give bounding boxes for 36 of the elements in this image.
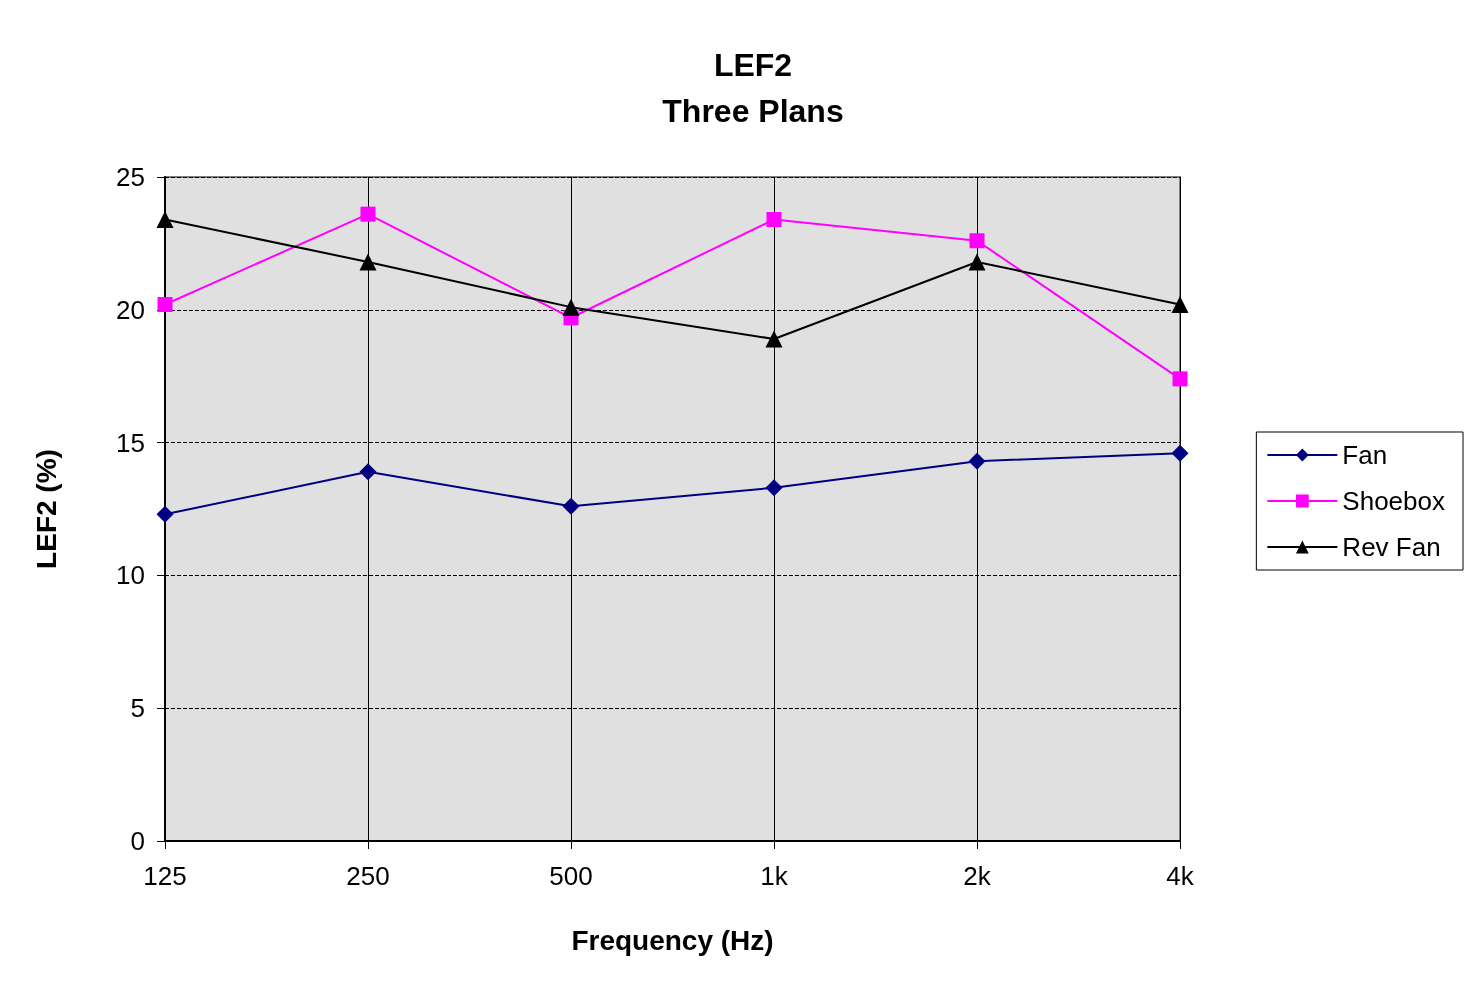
x-tick-label: 1k xyxy=(760,861,789,891)
point xyxy=(359,253,377,271)
y-tick-label: 10 xyxy=(116,560,145,591)
x-axis-title: Frequency (Hz) xyxy=(571,924,774,956)
point xyxy=(968,452,986,470)
y-tick-label: 15 xyxy=(116,427,145,458)
point xyxy=(562,298,580,316)
point xyxy=(156,211,174,228)
point xyxy=(968,253,986,271)
x-tick-label: 4k xyxy=(1166,861,1195,891)
point xyxy=(765,330,783,348)
chart-title: LEF2 xyxy=(713,47,793,83)
chart-subtitle: Three Plans xyxy=(662,93,844,129)
y-tick-label: 25 xyxy=(116,162,145,192)
point xyxy=(766,212,782,227)
point xyxy=(765,479,783,497)
point xyxy=(156,505,174,523)
legend-label: Fan xyxy=(1342,440,1388,470)
point xyxy=(969,233,985,249)
x-tick-label: 250 xyxy=(346,861,390,891)
point xyxy=(1171,295,1189,313)
x-tick-label: 125 xyxy=(143,861,187,891)
point xyxy=(359,463,377,481)
legend-label: Rev Fan xyxy=(1342,532,1441,562)
point xyxy=(562,497,580,515)
point xyxy=(1171,444,1189,462)
x-tick-label: 500 xyxy=(549,861,593,891)
point xyxy=(157,296,173,312)
y-tick-label: 20 xyxy=(116,294,145,325)
legend-label: Shoebox xyxy=(1342,486,1446,516)
y-axis-title: LEF2 (%) xyxy=(30,449,62,569)
y-tick-label: 5 xyxy=(130,693,145,724)
point xyxy=(360,206,376,222)
point xyxy=(1172,371,1188,387)
y-tick-label: 0 xyxy=(130,826,145,856)
x-tick-label: 2k xyxy=(963,861,992,891)
